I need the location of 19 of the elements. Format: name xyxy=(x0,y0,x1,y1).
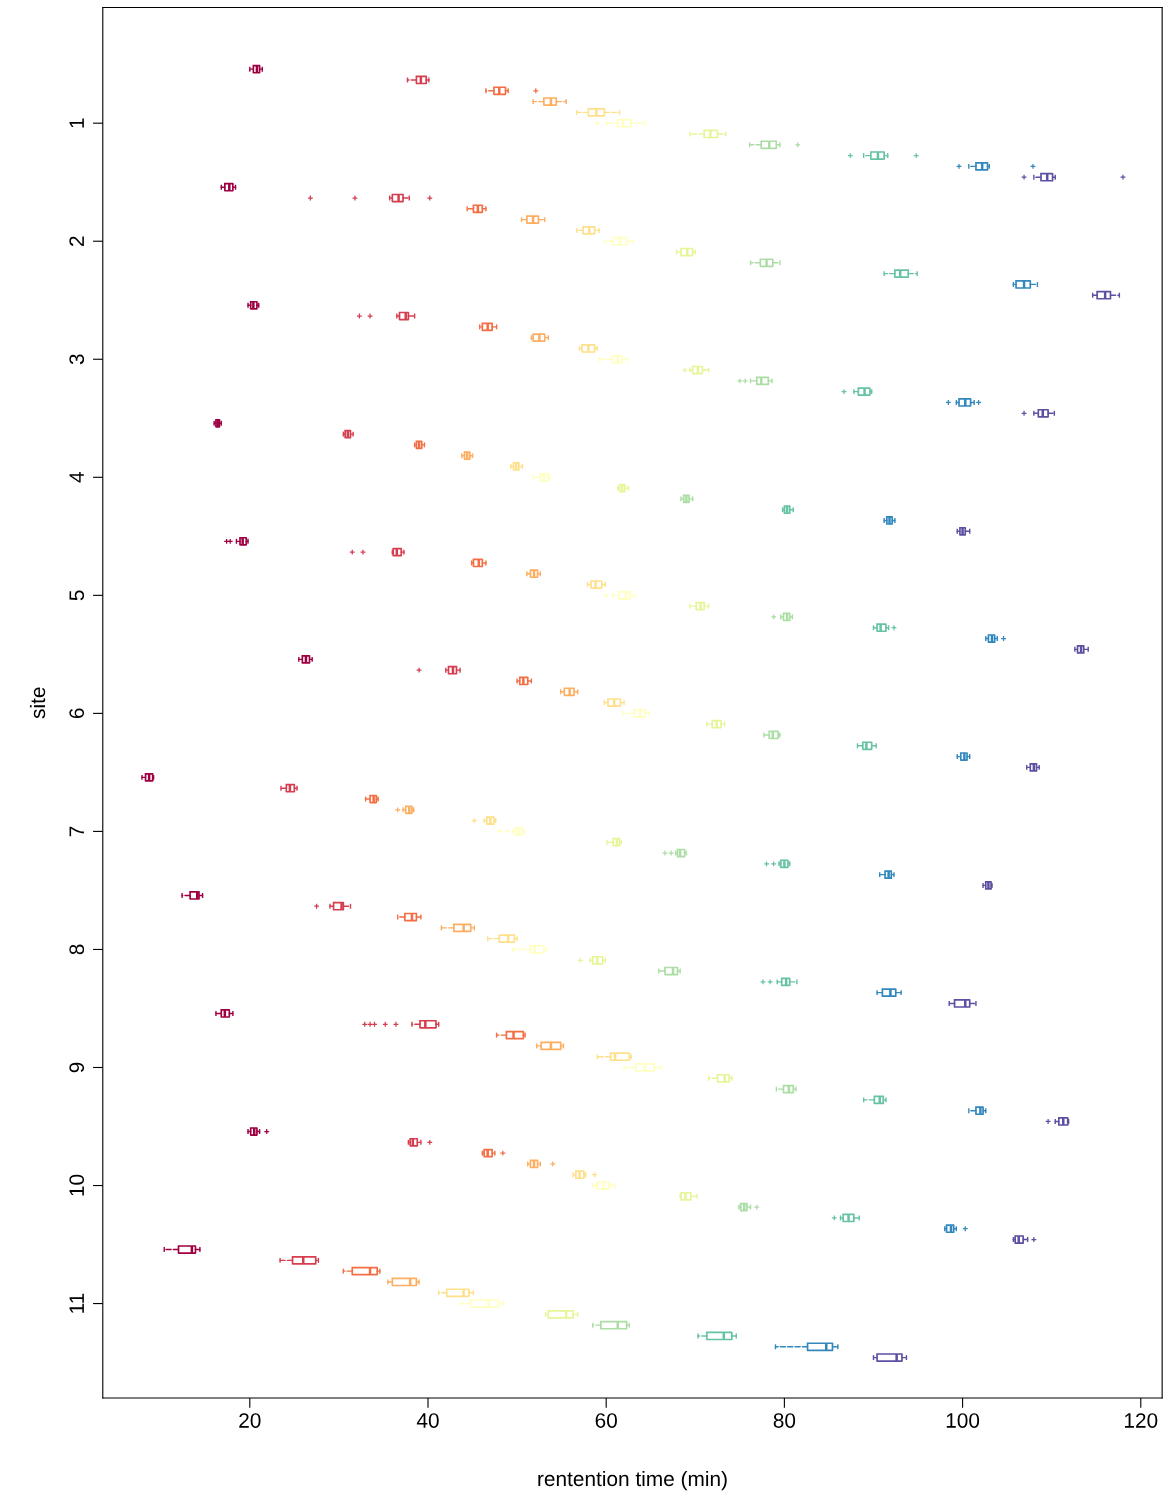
y-tick-label: 8 xyxy=(69,944,85,955)
x-tick-label: 80 xyxy=(773,1413,796,1428)
y-tick-label: 2 xyxy=(69,236,84,246)
y-tick-label: 1 xyxy=(69,118,84,128)
y-tick-label: 5 xyxy=(69,590,85,601)
y-axis-title: site xyxy=(29,687,46,719)
x-tick-label: 100 xyxy=(946,1413,980,1428)
y-tick-label: 11 xyxy=(69,1293,84,1313)
x-tick-label: 60 xyxy=(595,1413,617,1428)
x-tick-label: 20 xyxy=(239,1413,261,1428)
y-tick-label: 10 xyxy=(69,1174,85,1196)
y-tick-label: 4 xyxy=(69,472,84,483)
x-tick-label: 40 xyxy=(416,1413,439,1428)
y-tick-label: 9 xyxy=(69,1062,85,1073)
y-tick-label: 3 xyxy=(69,354,85,365)
y-tick-label: 6 xyxy=(69,708,85,719)
x-axis-title: rentention time (min) xyxy=(538,1470,727,1491)
x-tick-label: 120 xyxy=(1124,1413,1158,1428)
y-tick-label: 7 xyxy=(69,826,84,837)
